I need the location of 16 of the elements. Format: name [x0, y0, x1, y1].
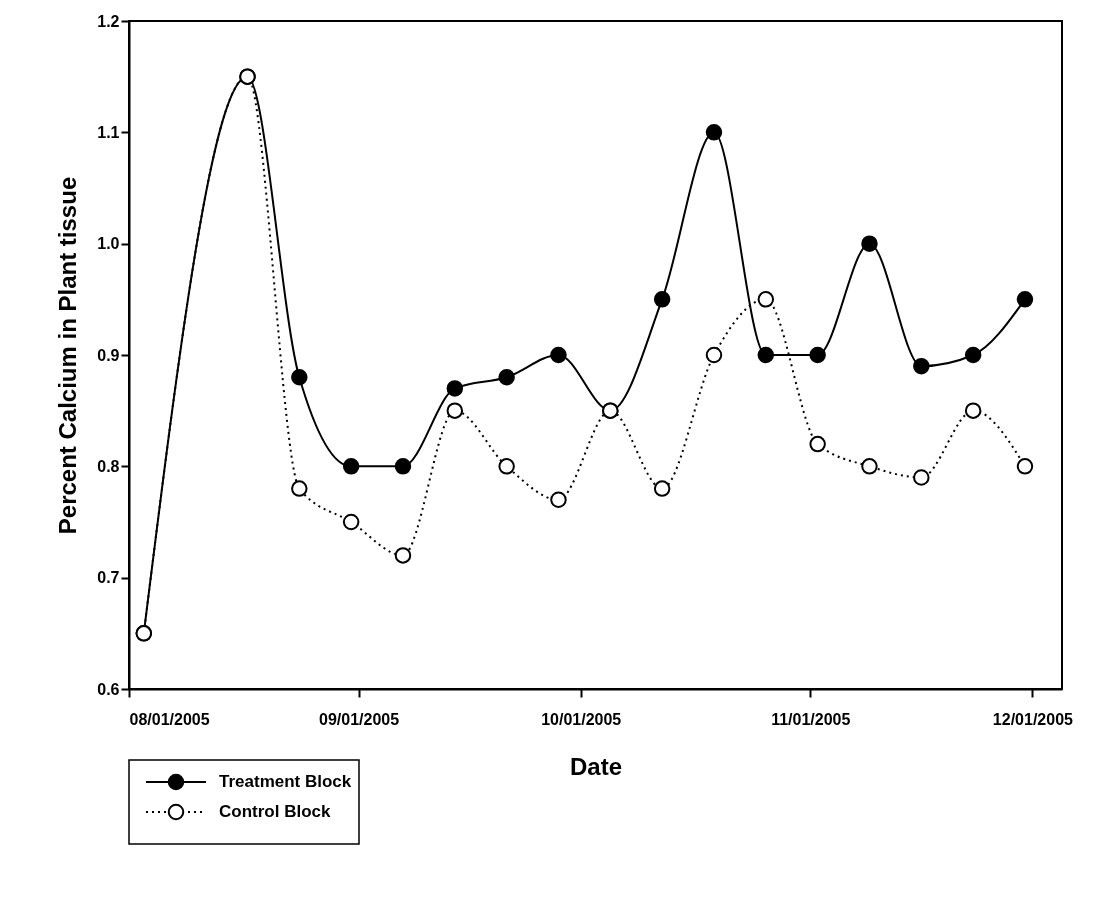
x-tick-label: 12/01/2005 [992, 710, 1074, 728]
x-tick-label: 10/01/2005 [541, 710, 622, 728]
legend-label: Control Block [219, 802, 331, 821]
y-tick-label: 1.1 [97, 123, 120, 141]
y-tick-label: 0.8 [97, 457, 120, 475]
y-axis-title: Percent Calcium in Plant tissue [54, 176, 82, 535]
legend-label: Treatment Block [219, 772, 352, 791]
x-tick-label: 08/01/2005 [129, 710, 210, 728]
y-tick-label: 1.2 [97, 12, 120, 30]
y-tick-label: 0.7 [97, 569, 120, 587]
y-tick-label: 0.9 [97, 346, 120, 364]
y-tick-label: 1.0 [97, 235, 120, 253]
x-axis-title: Date [569, 752, 623, 780]
x-tick-label: 09/01/2005 [319, 710, 400, 728]
x-tick-label: 11/01/2005 [771, 710, 851, 728]
y-tick-label: 0.6 [97, 680, 120, 698]
